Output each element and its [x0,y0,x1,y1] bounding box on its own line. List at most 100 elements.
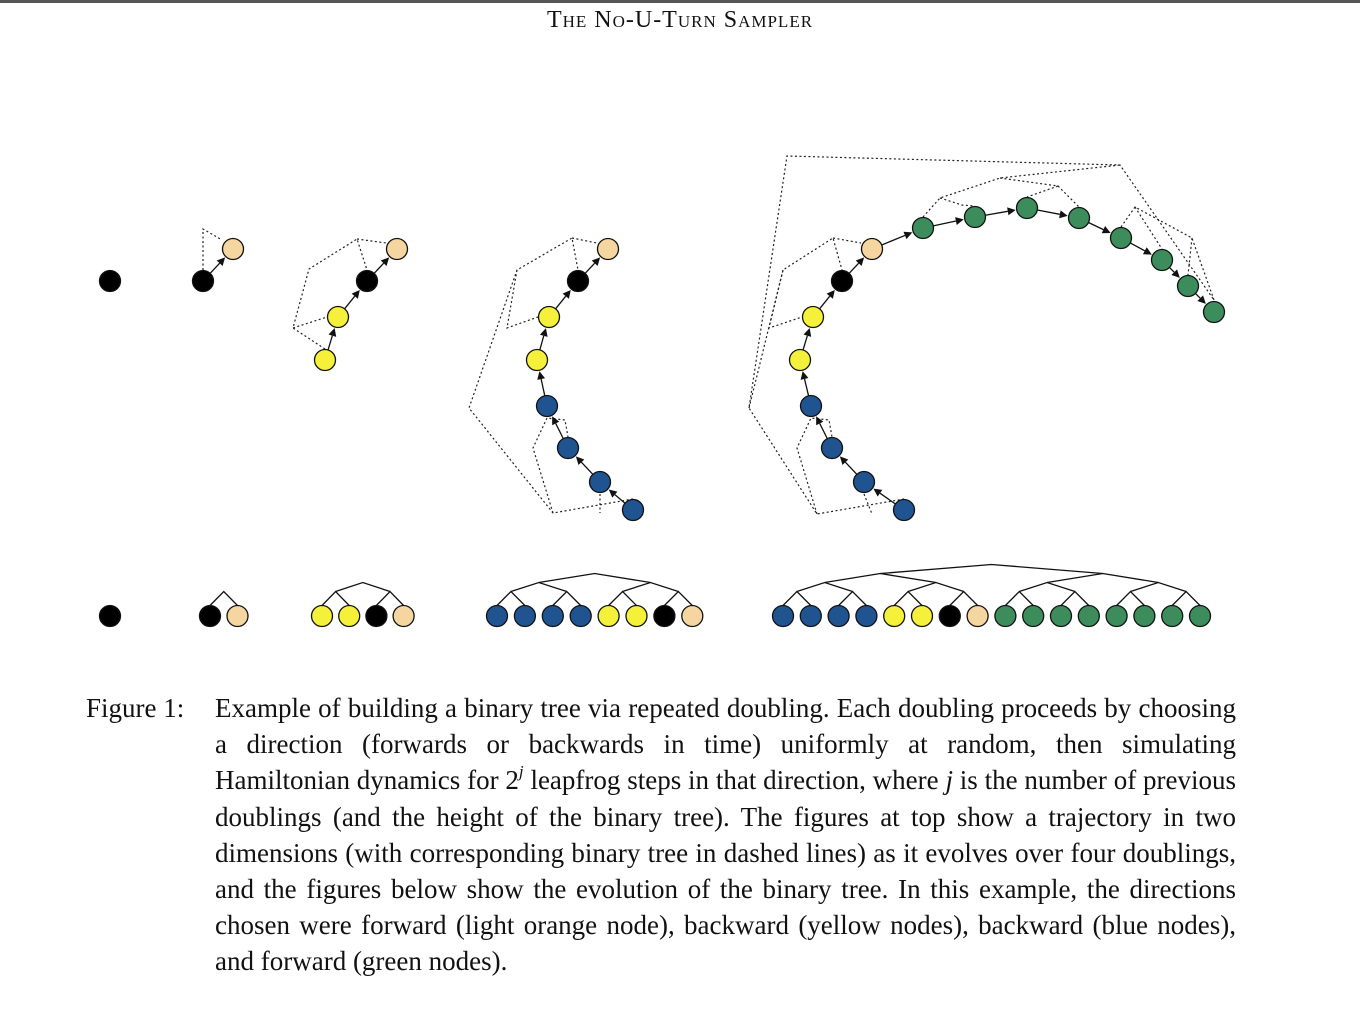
dashed-tree-link [939,197,976,207]
dashed-tree-link [768,269,803,329]
tree-edge [375,590,405,606]
figure-1 [98,155,1226,628]
node [1067,206,1091,230]
dashed-tree-link [468,237,634,514]
node [1176,274,1200,298]
figure-caption: Figure 1: Example of building a binary t… [86,690,1236,980]
tree-edge [796,581,853,593]
tree-node [513,604,537,628]
tree-node [855,604,878,628]
caption-text-part: Example of building a binary tree via re… [215,693,1236,796]
leapfrog-arrow-shaft [555,295,567,310]
dashed-tree-link [832,237,862,244]
arrow-head [1007,207,1016,216]
dashed-tree-link [922,164,1121,218]
tree-edge [510,581,567,593]
tree-node [392,604,415,628]
tree-edge [824,572,937,584]
leapfrog-arrow-shaft [209,262,221,274]
node-initial [191,269,215,293]
node [566,269,590,293]
leapfrog-arrow-shaft [1088,221,1104,231]
tree-node [310,604,334,628]
dashed-tree-link [1120,206,1215,301]
leapfrog-arrow-shaft [614,494,626,504]
caption-text-part: is the number of previous doublings (and… [215,765,1236,977]
node [1150,248,1174,272]
caption-text-part: leapfrog steps in that direction, where [523,765,946,796]
arrow-head [537,371,546,380]
node [911,216,935,240]
tree-edge [622,581,679,593]
tree-edge [321,590,350,606]
tree-node [799,604,822,628]
dashed-tree-link [748,237,843,409]
node-initial [98,269,122,293]
arrow-head [839,456,849,465]
tree-edge [782,590,812,606]
tree-node [910,604,934,628]
tree-edge [838,590,867,606]
arrow-head [552,416,560,426]
leapfrog-arrow-shaft [327,335,333,351]
arrow-head [903,231,913,240]
tree-node [541,604,564,628]
trajectory-dashed-trees [202,155,1215,515]
node [525,348,549,372]
tree-edge [1046,572,1159,584]
node [326,305,350,329]
node [621,498,645,522]
leapfrog-arrow-shaft [881,234,906,246]
arrow-head [216,257,226,266]
arrow-head [855,257,865,266]
tree-edge [608,590,637,606]
tree-node [681,604,704,628]
dashed-tree-link [748,155,1215,515]
arrow-head [955,217,964,225]
node [892,498,916,522]
tree-node [198,604,222,628]
dashed-tree-link [356,238,387,244]
tree-node [938,604,961,628]
tree-node [226,604,249,628]
tree-node [1133,604,1156,628]
node [556,436,580,460]
node [535,394,559,418]
tree-node [338,604,361,628]
tree-edge [209,590,238,606]
tree-node [485,604,509,628]
tree-edge [1019,581,1076,593]
node [830,269,854,293]
node [788,348,812,372]
leapfrog-arrows [209,207,1206,505]
dashed-tree-link [1187,237,1193,276]
arrow-head [1059,210,1068,219]
dashed-tree-link [1134,206,1163,250]
nodes [98,196,1226,628]
node [313,348,337,372]
tree-edge [949,590,979,606]
tree-node [1105,604,1128,628]
dashed-tree-link [1026,185,1059,198]
tree-edge [1171,590,1201,606]
node [799,394,823,418]
leapfrog-arrow-shaft [540,378,546,396]
tree-node [98,604,122,628]
caption-text: Example of building a binary tree via re… [215,690,1236,980]
leapfrog-arrow-shaft [985,210,1008,216]
node-forward [221,237,245,261]
tree-node [1049,604,1073,628]
caption-label: Figure 1: [86,693,185,723]
dashed-tree-link [796,417,833,515]
tree-node [1161,604,1184,628]
arrow-head [826,289,835,299]
leapfrog-arrow-shaft [1194,292,1201,299]
leapfrog-arrow-shaft [344,295,356,310]
leapfrog-arrow-shaft [373,262,385,274]
caption-superscript: j [518,762,524,782]
tree-node [653,604,676,628]
leapfrog-arrow-shaft [802,335,808,351]
tree-node [1077,604,1100,628]
arrow-head [1197,295,1206,304]
tree-node [569,604,592,628]
